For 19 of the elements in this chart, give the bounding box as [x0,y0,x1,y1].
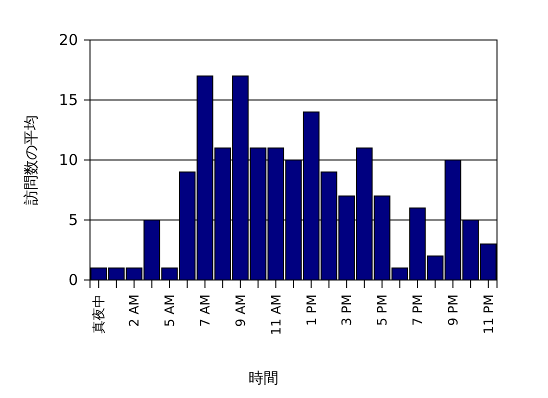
x-tick-label: 11 PM [482,294,497,334]
y-tick-label: 5 [68,210,78,229]
y-tick-label: 20 [58,30,78,49]
x-tick-label: 11 AM [269,294,284,336]
y-tick-label: 0 [68,270,78,289]
y-tick-label: 15 [58,90,78,109]
x-tick-label: 3 PM [340,294,356,326]
x-tick-label: 5 AM [163,294,178,327]
x-tick-label: 2 AM [128,294,143,327]
x-tick-label: 1 PM [304,294,320,326]
x-tick-label: 5 PM [376,294,391,326]
y-axis-title: 訪問数の平均 [22,115,40,205]
x-tick-label: 7 AM [198,294,214,327]
x-axis-title: 時間 [248,369,278,387]
x-tick-label: 9 PM [446,294,462,326]
x-tick-label: 真夜中 [91,294,108,334]
x-tick-label: 7 PM [411,294,426,326]
x-tick-label: 9 AM [234,294,249,327]
y-tick-label: 10 [58,150,78,169]
